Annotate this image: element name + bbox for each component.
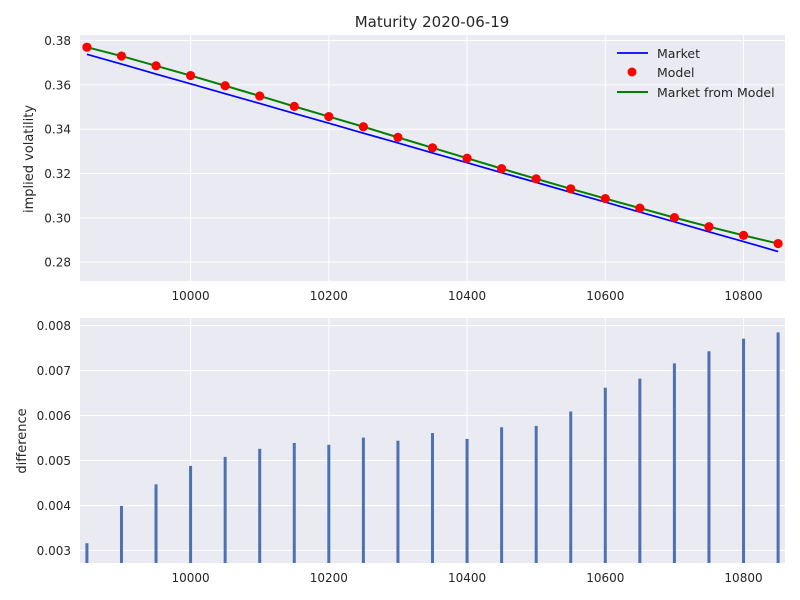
- model-point: [185, 70, 196, 81]
- model-point: [358, 122, 368, 132]
- difference-bar: [119, 505, 123, 563]
- difference-bar: [534, 425, 538, 563]
- bottom-y-axis-label: difference: [15, 408, 30, 473]
- model-point: [393, 132, 403, 142]
- legend-model-swatch: [627, 67, 637, 77]
- model-point: [600, 193, 610, 204]
- model-point: [531, 174, 541, 184]
- y-tick-label: 0.34: [44, 123, 71, 137]
- model-point: [669, 213, 680, 223]
- market-line: [86, 53, 779, 253]
- y-tick-label: 0.005: [37, 454, 71, 468]
- y-tick-label: 0.008: [37, 319, 71, 333]
- model-point: [462, 153, 472, 163]
- difference-bar: [361, 437, 365, 563]
- y-tick-label: 0.36: [44, 78, 71, 92]
- model-point: [220, 81, 230, 91]
- x-tick-label: 10400: [448, 289, 486, 303]
- model-point: [738, 230, 749, 240]
- difference-bar: [707, 351, 711, 563]
- difference-bar: [189, 465, 193, 563]
- x-tick-label: 10000: [171, 289, 209, 303]
- y-tick-label: 0.28: [44, 256, 71, 270]
- y-tick-label: 0.38: [44, 34, 71, 48]
- model-point: [497, 164, 507, 174]
- model-point: [151, 61, 161, 71]
- difference-bar: [672, 363, 676, 563]
- model-point: [704, 222, 714, 232]
- model-point: [635, 203, 645, 213]
- x-tick-label: 10600: [586, 571, 624, 585]
- model-point: [324, 111, 334, 122]
- chart-title: Maturity 2020-06-19: [355, 13, 510, 31]
- legend: Market Model Market from Model: [617, 46, 775, 100]
- top-y-axis-label: implied volatility: [22, 105, 37, 213]
- model-point: [82, 42, 92, 52]
- model-point: [255, 91, 265, 101]
- y-tick-label: 0.004: [37, 499, 71, 513]
- model-point: [116, 51, 127, 61]
- y-tick-label: 0.006: [37, 409, 71, 423]
- implied-volatility-axes: 0.28 0.30 0.32 0.34 0.36 0.38 10000 10200 10400 1…: [44, 34, 785, 303]
- x-tick-label: 10200: [310, 289, 348, 303]
- x-tick-label: 10400: [448, 571, 486, 585]
- difference-bar: [154, 484, 158, 563]
- model-point: [427, 143, 438, 153]
- model-point: [566, 184, 576, 194]
- x-tick-label: 10600: [586, 289, 624, 303]
- x-tick-label: 10800: [724, 289, 762, 303]
- y-tick-label: 0.30: [44, 211, 71, 225]
- difference-bar: [327, 444, 331, 563]
- legend-market-label: Market: [657, 46, 700, 61]
- y-tick-label: 0.007: [37, 364, 71, 378]
- difference-bar: [85, 543, 89, 563]
- difference-axes: 0.003 0.004 0.005 0.006 0.007 0.008 10000 10200…: [37, 318, 785, 585]
- difference-bar: [603, 387, 607, 563]
- x-tick-label: 10000: [171, 571, 209, 585]
- x-tick-label: 10800: [724, 571, 762, 585]
- difference-bar: [500, 427, 504, 563]
- difference-bar: [742, 338, 746, 563]
- difference-bar: [396, 440, 400, 563]
- difference-bar: [465, 438, 469, 563]
- legend-market-from-model-label: Market from Model: [657, 85, 775, 100]
- x-tick-label: 10200: [310, 571, 348, 585]
- y-tick-label: 0.003: [37, 544, 71, 558]
- model-point: [289, 101, 299, 111]
- difference-bar: [569, 411, 573, 563]
- plot-area: [80, 35, 785, 281]
- difference-bar: [258, 448, 262, 563]
- y-tick-label: 0.32: [44, 167, 71, 181]
- model-point: [773, 238, 783, 249]
- difference-bar: [292, 442, 296, 563]
- difference-bar: [638, 378, 642, 563]
- legend-model-label: Model: [657, 65, 695, 80]
- difference-bar: [431, 433, 434, 563]
- difference-bar: [776, 332, 780, 563]
- difference-bar: [223, 456, 227, 563]
